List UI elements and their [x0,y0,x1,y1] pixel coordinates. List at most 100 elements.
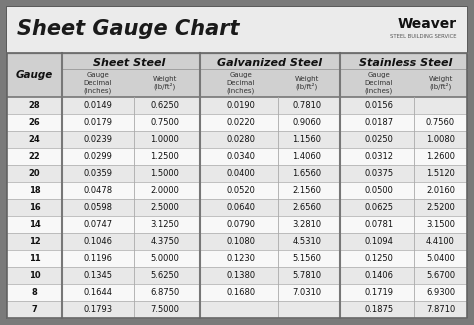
Text: 22: 22 [28,152,40,161]
Text: 0.0239: 0.0239 [83,135,112,144]
Text: 2.5200: 2.5200 [426,203,455,212]
Text: 0.0149: 0.0149 [83,101,112,110]
Text: Weight
(lb/ft²): Weight (lb/ft²) [153,75,177,90]
Text: 0.0500: 0.0500 [365,186,393,195]
Text: 0.0790: 0.0790 [227,220,255,229]
Text: 5.6700: 5.6700 [426,271,455,280]
Text: 0.0781: 0.0781 [365,220,393,229]
Text: STEEL BUILDING SERVICE: STEEL BUILDING SERVICE [391,34,457,39]
Text: 16: 16 [28,203,40,212]
Text: 0.0520: 0.0520 [227,186,255,195]
Bar [7,97,467,114]
Text: Gauge
Decimal
(inches): Gauge Decimal (inches) [365,72,393,94]
Text: 0.0179: 0.0179 [83,118,112,127]
Text: 4.5310: 4.5310 [292,237,321,246]
Text: Gauge
Decimal
(inches): Gauge Decimal (inches) [84,72,112,94]
Text: 24: 24 [28,135,40,144]
Text: 0.0478: 0.0478 [83,186,112,195]
Text: 8: 8 [32,288,37,297]
Text: 0.1875: 0.1875 [365,305,393,314]
Text: 0.1080: 0.1080 [227,237,255,246]
Text: 0.1046: 0.1046 [83,237,112,246]
Bar [7,250,467,267]
Text: 5.0000: 5.0000 [151,254,180,263]
Text: 0.7810: 0.7810 [292,101,321,110]
Bar [7,165,467,182]
Text: 0.0220: 0.0220 [227,118,255,127]
Text: 0.1644: 0.1644 [83,288,112,297]
Text: 0.1719: 0.1719 [365,288,393,297]
Text: 0.0747: 0.0747 [83,220,112,229]
Bar [7,114,467,131]
Text: 0.1230: 0.1230 [227,254,255,263]
Text: 6.8750: 6.8750 [150,288,180,297]
Text: 0.0280: 0.0280 [227,135,255,144]
Text: 0.1406: 0.1406 [365,271,393,280]
Text: 0.1196: 0.1196 [83,254,112,263]
Text: 14: 14 [28,220,40,229]
Text: 0.7560: 0.7560 [426,118,455,127]
Bar [7,53,467,97]
Text: 1.1560: 1.1560 [292,135,321,144]
Text: 0.0359: 0.0359 [83,169,112,178]
Text: 0.0625: 0.0625 [365,203,393,212]
Text: 0.0640: 0.0640 [227,203,255,212]
Text: 7: 7 [32,305,37,314]
Text: 28: 28 [29,101,40,110]
Text: 0.1094: 0.1094 [365,237,393,246]
Text: 5.1560: 5.1560 [292,254,321,263]
Text: 18: 18 [29,186,40,195]
Text: 20: 20 [29,169,40,178]
Text: 3.2810: 3.2810 [292,220,321,229]
Text: 0.1345: 0.1345 [83,271,112,280]
Text: 0.6250: 0.6250 [151,101,180,110]
Text: 7.0310: 7.0310 [292,288,321,297]
Text: 5.7810: 5.7810 [292,271,321,280]
Text: 4.4100: 4.4100 [426,237,455,246]
Text: 0.0400: 0.0400 [227,169,255,178]
Text: 26: 26 [28,118,40,127]
Text: 1.5120: 1.5120 [426,169,455,178]
Text: 7.8710: 7.8710 [426,305,455,314]
Text: 1.2600: 1.2600 [426,152,455,161]
Text: 2.0000: 2.0000 [151,186,180,195]
Text: 0.7500: 0.7500 [151,118,180,127]
Text: 3.1250: 3.1250 [151,220,180,229]
Text: 0.1680: 0.1680 [227,288,255,297]
Text: 0.0312: 0.0312 [365,152,393,161]
Text: 0.0250: 0.0250 [365,135,393,144]
Bar [7,267,467,284]
Text: 0.0375: 0.0375 [365,169,393,178]
Text: 0.0340: 0.0340 [227,152,255,161]
Text: 5.0400: 5.0400 [426,254,455,263]
Text: 1.0080: 1.0080 [426,135,455,144]
Text: Gauge
Decimal
(inches): Gauge Decimal (inches) [227,72,255,94]
Bar [7,131,467,148]
Text: Galvanized Steel: Galvanized Steel [218,58,323,68]
Text: 1.5000: 1.5000 [151,169,180,178]
Text: 11: 11 [28,254,40,263]
Bar [7,199,467,216]
Text: 6.9300: 6.9300 [426,288,455,297]
Text: 12: 12 [28,237,40,246]
Text: 2.0160: 2.0160 [426,186,455,195]
Text: 4.3750: 4.3750 [150,237,180,246]
Text: Sheet Gauge Chart: Sheet Gauge Chart [17,19,239,39]
Text: 0.0187: 0.0187 [365,118,393,127]
Bar [7,7,467,53]
Text: 0.0299: 0.0299 [83,152,112,161]
Text: 3.1500: 3.1500 [426,220,455,229]
Text: 5.6250: 5.6250 [151,271,180,280]
Bar [7,301,467,318]
Text: 7.5000: 7.5000 [151,305,180,314]
Text: 2.6560: 2.6560 [292,203,321,212]
Text: Gauge: Gauge [16,70,53,80]
Text: 1.2500: 1.2500 [151,152,180,161]
Text: Weight
(lb/ft²): Weight (lb/ft²) [295,75,319,90]
Text: 1.4060: 1.4060 [292,152,321,161]
Text: 0.9060: 0.9060 [292,118,321,127]
Bar [7,53,467,318]
Text: Weight
(lb/ft²): Weight (lb/ft²) [428,75,453,90]
Text: 0.1380: 0.1380 [227,271,255,280]
Text: 0.0156: 0.0156 [365,101,393,110]
